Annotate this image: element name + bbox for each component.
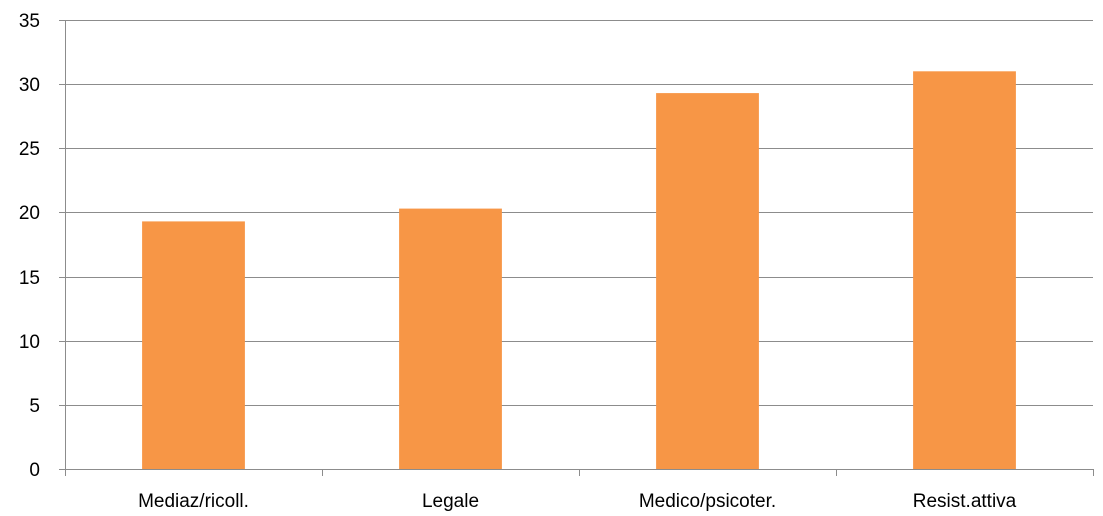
y-tick-labels: 0 5 10 15 20 25 30 35	[19, 11, 40, 481]
x-tick-label: Medico/psicoter.	[639, 491, 776, 512]
y-tick-label: 25	[19, 139, 40, 160]
y-tick-label: 10	[19, 332, 40, 353]
bar	[142, 221, 245, 469]
y-tick-label: 30	[19, 75, 40, 96]
bar	[399, 208, 502, 469]
axes	[59, 20, 1094, 476]
x-tick-label: Resist.attiva	[913, 491, 1017, 512]
bar	[656, 93, 759, 469]
y-tick-label: 5	[29, 396, 40, 417]
y-tick-label: 35	[19, 11, 40, 32]
x-tick-labels: Mediaz/ricoll. Legale Medico/psicoter. Resi…	[138, 491, 1017, 512]
y-tick-label: 0	[29, 460, 40, 481]
y-tick-label: 20	[19, 203, 40, 224]
x-tick-label: Mediaz/ricoll.	[138, 491, 249, 512]
x-tick-label: Legale	[422, 491, 479, 512]
bars	[142, 71, 1016, 470]
bar	[913, 71, 1016, 470]
y-tick-label: 15	[19, 268, 40, 289]
